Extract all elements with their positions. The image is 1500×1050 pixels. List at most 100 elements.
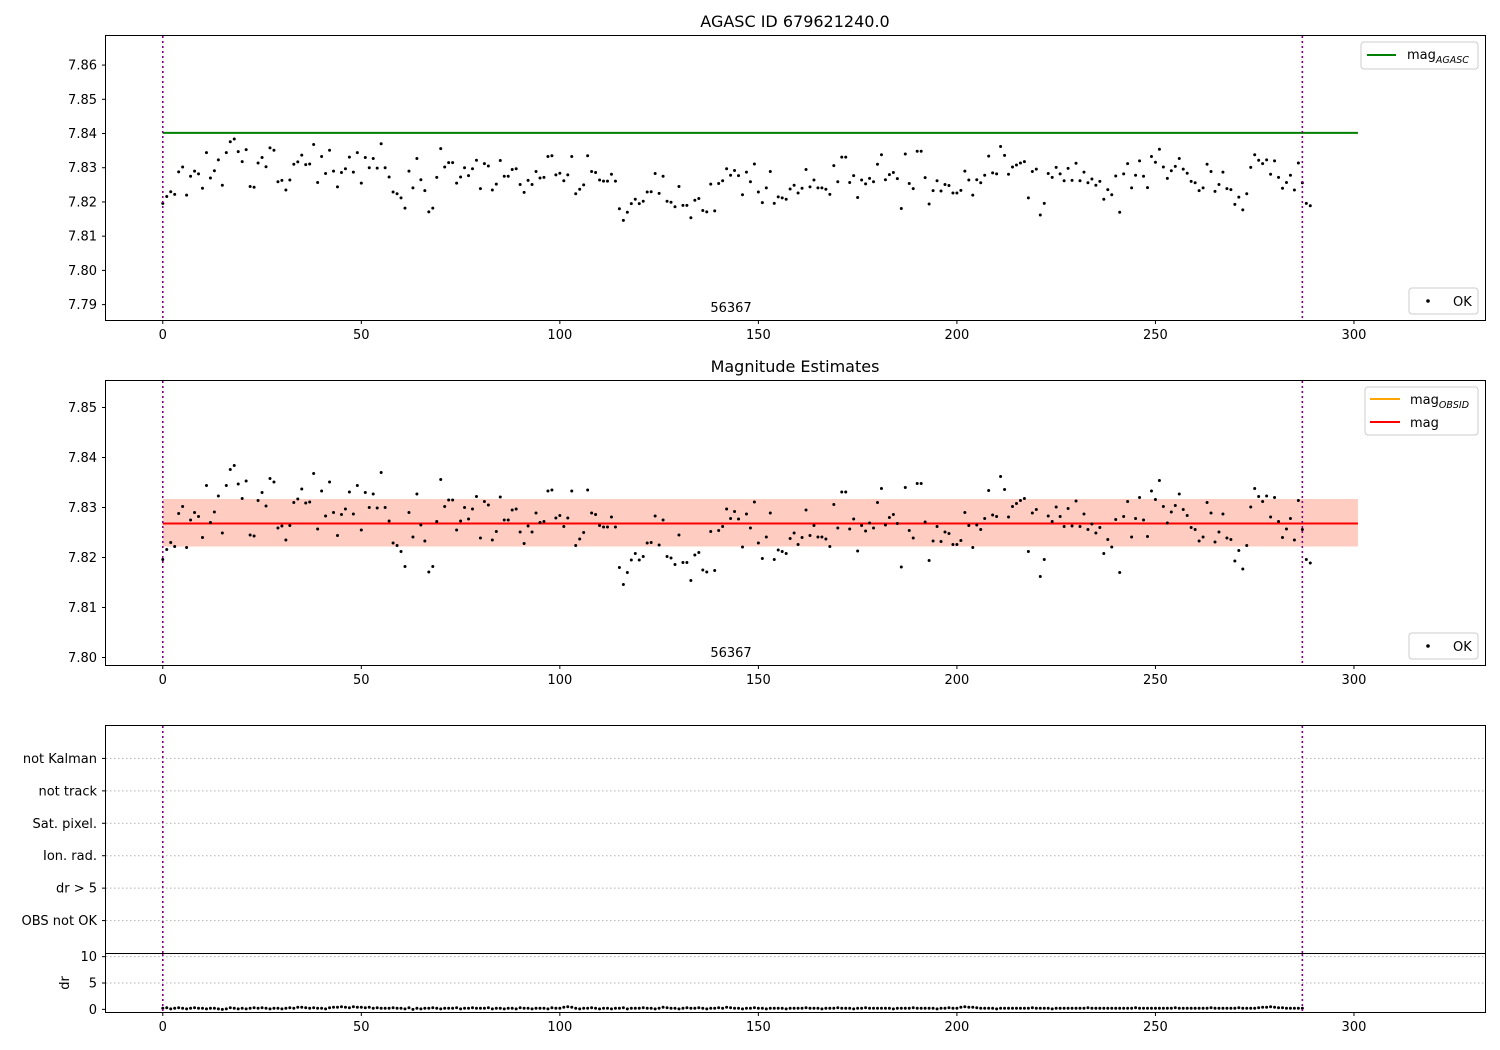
dr-point	[1253, 1006, 1257, 1010]
dr-point	[502, 1007, 506, 1011]
magnitude-point	[983, 517, 987, 520]
magnitude-point	[768, 170, 772, 173]
magnitude-point	[224, 484, 228, 487]
magnitude-point	[1110, 193, 1114, 197]
magnitude-point	[248, 185, 252, 189]
dr-point	[1229, 1006, 1233, 1010]
magnitude-point	[1038, 213, 1042, 217]
x-tick-label: 300	[1342, 328, 1367, 343]
dr-point	[621, 1006, 625, 1010]
agasc-x-axis: 0 50 100 150 200 250 300	[159, 320, 1367, 343]
legend-ok-label: OK	[1453, 295, 1472, 310]
magnitude-point	[740, 545, 744, 549]
dr-point	[1221, 1006, 1225, 1010]
magnitude-point	[1070, 524, 1074, 528]
dr-point	[653, 1007, 657, 1011]
magnitude-point	[355, 484, 359, 487]
dr-point	[685, 1006, 689, 1010]
dr-point	[717, 1006, 721, 1010]
dr-point	[864, 1006, 868, 1010]
magnitude-point	[419, 523, 423, 527]
magnitude-point	[911, 536, 915, 540]
magnitude-point	[486, 164, 490, 168]
magnitude-point	[1062, 179, 1066, 183]
magnitude-point	[748, 180, 752, 184]
x-tick-label: 200	[944, 1020, 969, 1035]
dr-point	[594, 1006, 598, 1010]
magnitude-point	[800, 536, 804, 539]
magnitude-point	[451, 498, 455, 502]
magnitude-point	[498, 495, 502, 499]
magnitude-point	[383, 166, 387, 170]
magnitude-point	[1022, 497, 1026, 500]
dr-point	[1034, 1006, 1038, 1010]
magnitude-point	[482, 500, 486, 503]
magnitude-point	[312, 142, 316, 146]
dr-point	[320, 1006, 324, 1010]
dr-point	[868, 1006, 872, 1010]
magnitude-point	[320, 489, 324, 493]
x-tick-label: 300	[1342, 1020, 1367, 1035]
magnitude-point	[1221, 170, 1225, 174]
magnitude-point	[276, 180, 280, 184]
dr-point	[816, 1006, 820, 1010]
magnitude-point	[1102, 552, 1106, 555]
dr-point	[1026, 1006, 1030, 1010]
magnitude-point	[399, 550, 403, 553]
magnitude-point	[820, 186, 824, 190]
magnitude-point	[1086, 181, 1090, 185]
magnitude-point	[1296, 161, 1300, 165]
magnitude-point	[1304, 201, 1308, 205]
dr-point	[363, 1006, 367, 1010]
magnitude-point	[590, 170, 594, 173]
dr-point	[883, 1006, 887, 1010]
agasc-legend-lines[interactable]: magAGASC	[1360, 41, 1479, 70]
dr-point	[740, 1007, 744, 1011]
dr-point	[240, 1006, 244, 1010]
y-tick-label: 7.82	[68, 551, 97, 566]
x-tick-label: 150	[746, 328, 771, 343]
x-tick-label: 150	[746, 1020, 771, 1035]
dr-point	[276, 1006, 280, 1010]
magnitude-point	[1169, 169, 1173, 173]
magnitude-point	[193, 511, 197, 514]
dr-point	[308, 1006, 312, 1010]
dr-point	[252, 1006, 256, 1010]
magnitude-point	[169, 190, 173, 194]
dr-point	[268, 1007, 272, 1011]
dr-point	[1153, 1006, 1157, 1010]
magnitude-point	[1042, 201, 1046, 205]
dr-point	[1054, 1006, 1058, 1010]
magnitude-point	[991, 513, 995, 517]
dr-point	[963, 1005, 967, 1009]
magnitude-point	[419, 178, 423, 182]
magnitude-point	[494, 182, 498, 186]
magnitude-point	[895, 522, 899, 525]
magnitude-point	[1205, 501, 1209, 504]
magnitude-point	[1007, 515, 1011, 519]
dr-point	[919, 1006, 923, 1010]
magnitude-point	[669, 556, 673, 560]
dr-point	[1066, 1006, 1070, 1010]
magnitude-point	[602, 525, 606, 529]
magnitude-point	[351, 170, 355, 174]
dr-point	[1050, 1007, 1054, 1011]
x-tick-label: 100	[547, 673, 572, 688]
magnitude-point	[1292, 188, 1296, 192]
dr-point	[1074, 1006, 1078, 1010]
magnitude-point	[875, 162, 879, 166]
magnitude-point	[478, 187, 482, 191]
estimates-legend-lines[interactable]: magOBSID mag	[1364, 386, 1479, 436]
magnitude-point	[280, 178, 284, 182]
dr-point	[216, 1007, 220, 1011]
magnitude-point	[435, 520, 439, 523]
dr-point	[1201, 1006, 1205, 1010]
agasc-legend-points[interactable]: OK	[1408, 287, 1479, 315]
magnitude-point	[304, 163, 308, 167]
magnitude-point	[395, 192, 399, 196]
magnitude-point	[609, 515, 613, 519]
estimates-legend-points[interactable]: OK	[1408, 632, 1479, 660]
magnitude-point	[324, 172, 328, 176]
y-tick-label: 7.84	[68, 451, 97, 466]
y-tick-label: 7.86	[68, 59, 97, 74]
